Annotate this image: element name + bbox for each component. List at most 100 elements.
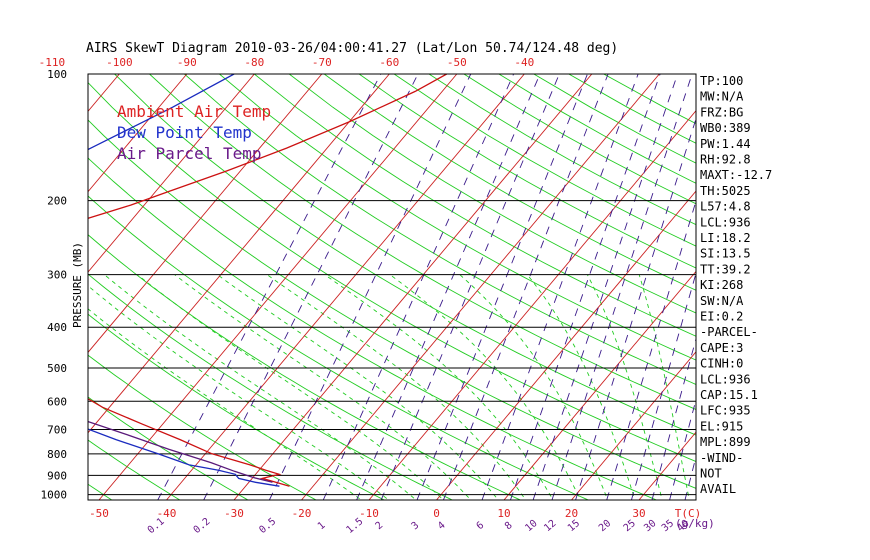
moist-adiabat bbox=[137, 274, 445, 500]
dry-adiabat bbox=[183, 74, 696, 385]
mixing-ratio-line bbox=[322, 74, 515, 500]
dry-adiabat bbox=[88, 81, 696, 462]
moist-adiabat bbox=[217, 274, 499, 500]
mixing-ratio-label: 0.5 bbox=[257, 516, 278, 536]
dry-adiabat bbox=[88, 157, 658, 500]
moist-adiabat bbox=[88, 285, 390, 500]
legend-entry: Dew Point Temp bbox=[117, 123, 252, 142]
moist-adiabat bbox=[459, 274, 609, 500]
index-entry: NOT bbox=[700, 467, 722, 481]
profile-air-parcel-temp bbox=[88, 420, 273, 483]
legend-entry: Air Parcel Temp bbox=[117, 144, 262, 163]
index-entry: AVAIL bbox=[700, 482, 736, 496]
mixing-ratio-label: 12 bbox=[542, 518, 558, 534]
index-entry: SI:13.5 bbox=[700, 247, 751, 261]
pressure-tick-label: 700 bbox=[47, 423, 67, 436]
dry-adiabat bbox=[148, 74, 696, 410]
index-entry: MPL:899 bbox=[700, 435, 751, 449]
dry-adiabat bbox=[88, 234, 522, 500]
index-entry: FRZ:BG bbox=[700, 105, 743, 119]
moist-adiabat bbox=[586, 274, 663, 500]
moist-adiabat bbox=[526, 274, 636, 500]
index-entry: RH:92.8 bbox=[700, 153, 751, 167]
isotherm bbox=[503, 270, 696, 500]
index-entry: TT:39.2 bbox=[700, 262, 751, 276]
index-entry: KI:268 bbox=[700, 278, 743, 292]
mixing-ratio-label: 30 bbox=[642, 518, 658, 534]
mixing-ratio-line bbox=[442, 74, 609, 500]
index-entry: MW:N/A bbox=[700, 90, 744, 104]
dry-adiabat bbox=[253, 74, 696, 337]
pressure-tick-label: 600 bbox=[47, 395, 67, 408]
dry-adiabat bbox=[88, 396, 249, 500]
dry-adiabat bbox=[532, 74, 696, 164]
index-entry: LCL:936 bbox=[700, 372, 751, 386]
index-entry: SW:N/A bbox=[700, 294, 744, 308]
dry-adiabat bbox=[88, 313, 386, 500]
dry-adiabat bbox=[567, 74, 696, 144]
pressure-tick-label: 1000 bbox=[41, 489, 68, 502]
mixing-ratio-line bbox=[416, 74, 588, 500]
legend-entry: Ambient Air Temp bbox=[117, 102, 271, 121]
index-entry: CAPE:3 bbox=[700, 341, 743, 355]
dry-adiabat bbox=[88, 273, 454, 500]
dry-adiabat bbox=[0, 33, 46, 502]
profile-dew-point-temp bbox=[88, 74, 280, 487]
pressure-tick-label: 100 bbox=[47, 68, 67, 81]
isotherm bbox=[88, 74, 255, 273]
top-temp-tick-label: -50 bbox=[447, 56, 467, 69]
index-entry: -WIND- bbox=[700, 451, 743, 465]
index-entry: TP:100 bbox=[700, 74, 743, 88]
x-axis-label: T(C) bbox=[675, 507, 702, 520]
top-temp-tick-label: -100 bbox=[106, 56, 133, 69]
index-entry: CINH:0 bbox=[700, 357, 743, 371]
isotherm bbox=[233, 74, 593, 500]
dry-adiabat bbox=[358, 74, 696, 269]
moist-adiabat bbox=[638, 274, 690, 500]
isotherm bbox=[0, 74, 52, 500]
isotherm bbox=[368, 110, 696, 500]
top-temp-tick-label: -80 bbox=[244, 56, 264, 69]
plot-frame bbox=[87, 73, 697, 501]
dry-adiabat bbox=[113, 74, 696, 436]
mixing-ratio-label: 35 bbox=[660, 518, 676, 534]
isotherm bbox=[774, 74, 870, 500]
moist-adiabat bbox=[174, 274, 472, 500]
bottom-temp-tick-label: 20 bbox=[565, 507, 578, 520]
index-entry: PW:1.44 bbox=[700, 137, 751, 151]
mixing-ratio-label: 2 bbox=[374, 520, 386, 532]
mixing-ratio-label: 6 bbox=[475, 520, 487, 532]
bottom-temp-tick-label: -10 bbox=[359, 507, 379, 520]
mixing-ratio-label: 3 bbox=[410, 520, 422, 532]
mixing-ratio-unit: (g/kg) bbox=[675, 517, 715, 530]
moist-adiabat bbox=[266, 274, 527, 500]
chart-title: AIRS SkewT Diagram 2010-03-26/04:00:41.2… bbox=[86, 41, 618, 56]
top-temp-tick-label: -90 bbox=[177, 56, 197, 69]
mixing-ratio-label: 15 bbox=[566, 518, 582, 534]
mixing-ratio-label: 4 bbox=[436, 520, 448, 532]
mixing-ratio-label: 25 bbox=[622, 518, 638, 534]
mixing-ratio-line bbox=[356, 74, 541, 500]
pressure-tick-label: 800 bbox=[47, 448, 67, 461]
profile-ambient-air-temp bbox=[88, 74, 448, 487]
dry-adiabat bbox=[218, 74, 696, 361]
bottom-temp-tick-label: -20 bbox=[292, 507, 312, 520]
mixing-ratio-line bbox=[481, 74, 639, 500]
pressure-tick-label: 900 bbox=[47, 469, 67, 482]
dry-adiabat bbox=[88, 195, 590, 500]
top-temp-tick-label: -70 bbox=[312, 56, 332, 69]
moist-adiabat bbox=[88, 308, 363, 500]
mixing-ratio-line bbox=[551, 74, 693, 500]
index-entry: WB0:389 bbox=[700, 121, 751, 135]
bottom-temp-tick-label: -50 bbox=[89, 507, 109, 520]
dry-adiabat bbox=[393, 74, 696, 247]
bottom-temp-tick-label: -30 bbox=[224, 507, 244, 520]
index-entry: EI:0.2 bbox=[700, 310, 743, 324]
dry-adiabat bbox=[88, 354, 317, 500]
index-entry: TH:5025 bbox=[700, 184, 751, 198]
index-entry: LI:18.2 bbox=[700, 231, 751, 245]
top-temp-tick-label: -110 bbox=[39, 56, 66, 69]
top-temp-tick-label: -60 bbox=[379, 56, 399, 69]
dry-adiabat bbox=[288, 74, 696, 314]
